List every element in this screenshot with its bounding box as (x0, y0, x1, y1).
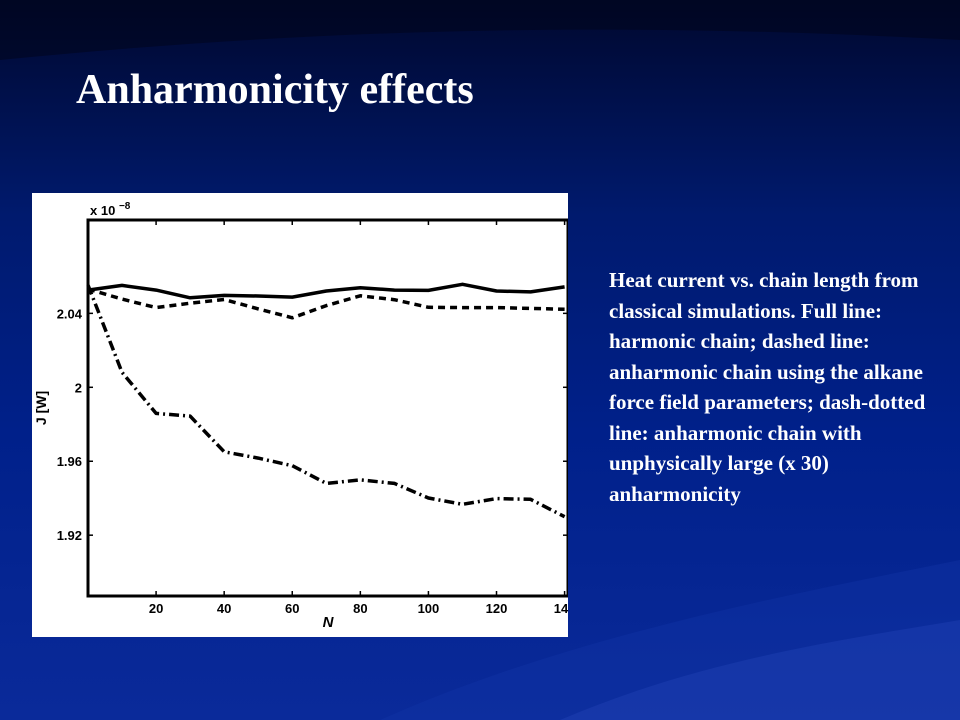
series-line-dashdot (86, 284, 566, 519)
chart-panel: 20 40 60 80 100 120 140 1.92 1.96 2 2.04 x 10 −8 N… (32, 193, 568, 637)
series-line-solid (87, 282, 565, 300)
chart-caption: Heat current vs. chain length from class… (609, 268, 926, 506)
heat-current-chart: 20 40 60 80 100 120 140 1.92 1.96 2 2.04 x 10 −8 N… (33, 201, 568, 631)
slide-title: Anharmonicity effects (76, 67, 474, 113)
y-tick-label: 2.04 (57, 306, 83, 321)
series-layer (86, 282, 566, 519)
y-tick-label: 1.92 (57, 528, 82, 543)
x-tick-label: 60 (285, 601, 299, 616)
series-line-dashed (87, 287, 565, 320)
y-tick-label: 2 (75, 380, 82, 395)
y-tick-label: 1.96 (57, 454, 82, 469)
tick-layer: 20 40 60 80 100 120 140 1.92 1.96 2 2.04 (57, 220, 568, 616)
y-multiplier: x 10 −8 (90, 201, 131, 218)
x-tick-label: 140 (554, 601, 568, 616)
x-tick-label: 80 (353, 601, 367, 616)
y-multiplier-exp: −8 (119, 201, 131, 212)
plot-frame (86, 218, 568, 598)
x-tick-label: 40 (217, 601, 231, 616)
x-tick-label: 120 (486, 601, 508, 616)
y-axis-label: J [W] (33, 391, 49, 425)
x-tick-label: 100 (418, 601, 440, 616)
x-axis-label: N (323, 614, 335, 631)
y-multiplier-base: x 10 (90, 203, 115, 218)
x-tick-label: 20 (149, 601, 163, 616)
